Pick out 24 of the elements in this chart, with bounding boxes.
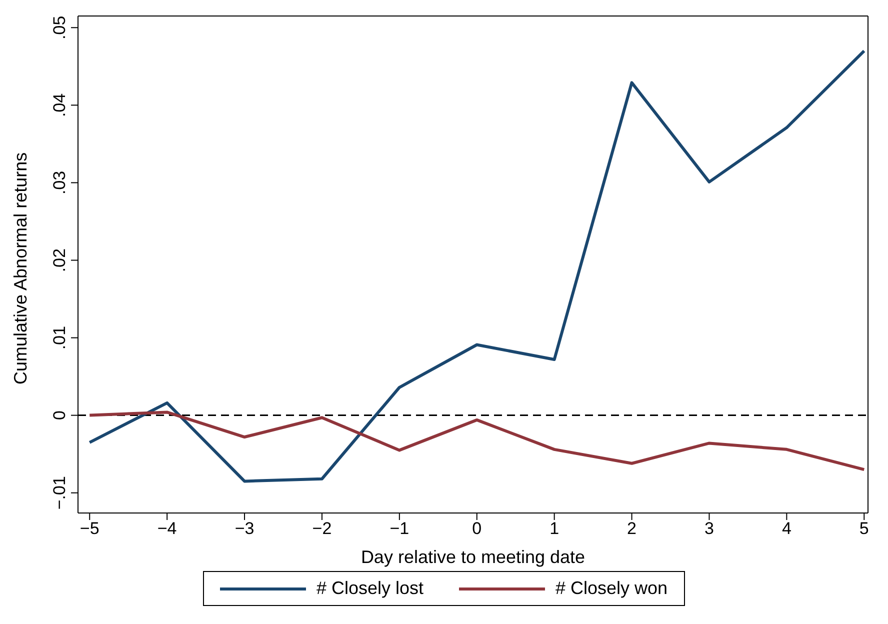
x-tick-label: −5 (80, 519, 100, 538)
x-tick-label: −1 (390, 519, 410, 538)
x-tick-label: −4 (157, 519, 177, 538)
y-tick-label: −.01 (50, 476, 69, 510)
y-tick-label: 0 (50, 410, 69, 420)
x-tick-label: 1 (550, 519, 560, 538)
y-tick-label: .05 (50, 16, 69, 40)
y-axis-title: Cumulative Abnormal returns (10, 152, 30, 384)
legend-label: # Closely won (555, 578, 668, 599)
line-series (88, 410, 866, 472)
x-tick-label: 4 (782, 519, 792, 538)
line-series (88, 49, 866, 483)
x-tick-label: −2 (312, 519, 332, 538)
x-tick-label: 5 (859, 519, 869, 538)
x-tick-label: 2 (627, 519, 637, 538)
x-tick-label: 0 (472, 519, 482, 538)
y-tick-label: .01 (50, 326, 69, 350)
x-axis-title: Day relative to meeting date (360, 547, 586, 567)
y-tick-label: .04 (50, 93, 69, 117)
y-tick-label: .03 (50, 170, 69, 195)
x-tick-label: −3 (234, 519, 254, 538)
legend-label: # Closely lost (316, 578, 424, 599)
x-tick-label: 3 (704, 519, 714, 538)
y-tick-label: .02 (50, 248, 69, 272)
